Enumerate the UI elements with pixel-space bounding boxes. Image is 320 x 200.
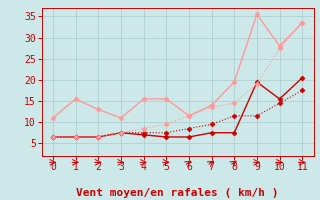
X-axis label: Vent moyen/en rafales ( km/h ): Vent moyen/en rafales ( km/h ) bbox=[76, 188, 279, 198]
